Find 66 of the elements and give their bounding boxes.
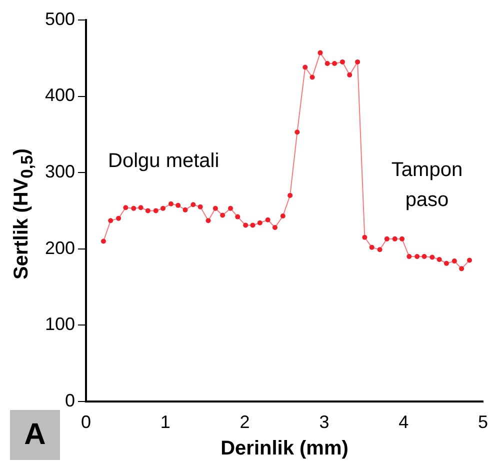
x-tick-label: 5 (478, 412, 488, 432)
text: A (10, 410, 60, 460)
point (430, 254, 435, 260)
point (123, 205, 128, 210)
x-tick-label: 2 (240, 412, 250, 432)
point (176, 202, 181, 208)
point (294, 130, 300, 135)
point (467, 258, 472, 263)
annotation: Dolgu metali (108, 150, 220, 173)
point (235, 214, 240, 220)
point (355, 59, 360, 64)
point (332, 60, 338, 66)
point (288, 192, 293, 198)
point (280, 214, 286, 219)
point (168, 201, 174, 206)
point (406, 254, 412, 259)
point (459, 266, 464, 272)
point (250, 222, 256, 228)
point (324, 60, 330, 66)
point (400, 236, 405, 242)
point (392, 236, 398, 242)
point (377, 247, 382, 252)
point (243, 222, 248, 228)
point (100, 238, 106, 244)
annotation: Tampon paso (390, 158, 464, 213)
y-tick-label: 300 (44, 162, 75, 182)
point (302, 64, 308, 70)
point (436, 257, 442, 262)
point (145, 208, 150, 214)
point (384, 236, 390, 242)
point (212, 206, 218, 211)
point (369, 244, 374, 250)
y-tick-label: 200 (44, 238, 75, 258)
y-tick-label: 500 (44, 8, 75, 29)
point (160, 206, 166, 211)
y-tick-label: 0 (64, 390, 75, 410)
point (318, 50, 323, 56)
point (272, 224, 278, 230)
x-tick-label: 1 (160, 412, 170, 432)
x-tick-label: 0 (80, 412, 92, 432)
point (310, 74, 315, 80)
point (347, 72, 352, 78)
point (198, 204, 203, 210)
x-axis-title: Derinlik (mm) (220, 438, 348, 460)
point (340, 59, 345, 64)
point (257, 220, 262, 226)
point (444, 260, 449, 266)
point (131, 206, 136, 211)
point (190, 202, 196, 208)
point (182, 207, 188, 212)
point (228, 206, 234, 211)
y-tick-label: 100 (44, 314, 75, 334)
point (108, 218, 114, 224)
point (362, 234, 368, 240)
point (138, 205, 144, 210)
point (414, 254, 420, 259)
x-tick-label: 3 (319, 412, 330, 432)
point (116, 216, 122, 221)
x-tick-label: 4 (398, 412, 409, 432)
point (153, 208, 158, 214)
point (206, 218, 211, 224)
y-tick-label: 400 (44, 85, 75, 106)
point (452, 258, 457, 264)
point (220, 212, 226, 218)
point (422, 254, 427, 259)
point (265, 217, 270, 222)
